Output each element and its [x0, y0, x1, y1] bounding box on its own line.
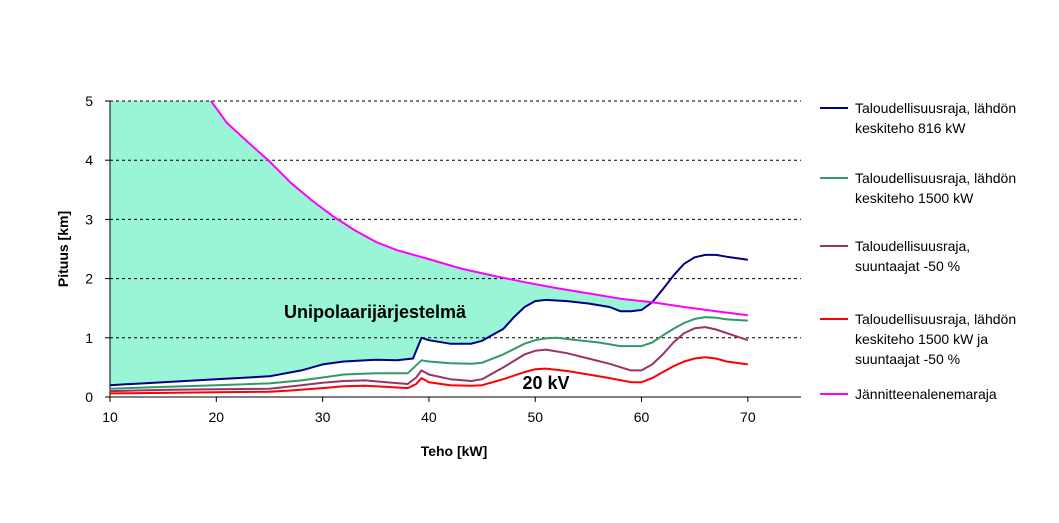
- legend-label-1: Taloudellisuusraja, lähdön: [855, 170, 1016, 186]
- annotation-unipolar-region: Unipolaarijärjestelmä: [284, 302, 467, 322]
- y-tick-label: 0: [85, 389, 93, 405]
- legend: Taloudellisuusraja, lähdön keskiteho 816 …: [820, 100, 1016, 402]
- legend-label-3: Taloudellisuusraja, lähdön: [855, 311, 1016, 327]
- x-tick-label: 20: [209, 409, 225, 425]
- unipolar-fill-area: [110, 101, 650, 386]
- x-tick-label: 40: [421, 409, 437, 425]
- series-line-2: [109, 326, 749, 393]
- legend-label-2: Taloudellisuusraja,: [855, 238, 970, 254]
- annotation-20kv: 20 kV: [522, 373, 569, 393]
- series-line-0: [109, 253, 748, 387]
- x-tick-label: 30: [315, 409, 331, 425]
- tick-labels: 10 20 30 40 50 60 70 0 1 2 3 4 5: [85, 93, 756, 425]
- legend-label-1: keskiteho 1500 kW: [855, 190, 974, 206]
- y-tick-label: 5: [85, 93, 93, 109]
- x-tick-label: 70: [740, 409, 756, 425]
- series-line-3: [109, 356, 748, 395]
- gridlines: [110, 100, 801, 339]
- series-line-1: [109, 316, 748, 390]
- series-line-4: [210, 100, 748, 317]
- y-tick-label: 1: [85, 330, 93, 346]
- x-axis-title: Teho [kW]: [421, 443, 488, 459]
- fill-area-layer: [110, 101, 650, 386]
- legend-label-0: Taloudellisuusraja, lähdön: [855, 100, 1016, 116]
- y-axis-title: Pituus [km]: [55, 211, 71, 287]
- legend-label-3: suuntaajat -50 %: [855, 351, 960, 367]
- x-tick-label: 60: [634, 409, 650, 425]
- axes: [105, 100, 801, 402]
- series-layer: [109, 100, 749, 395]
- legend-label-2: suuntaajat -50 %: [855, 258, 960, 274]
- y-tick-label: 4: [85, 152, 93, 168]
- y-tick-label: 3: [85, 211, 93, 227]
- x-tick-label: 50: [527, 409, 543, 425]
- y-tick-label: 2: [85, 271, 93, 287]
- legend-label-3: keskiteho 1500 kW ja: [855, 331, 988, 347]
- legend-label-0: keskiteho 816 kW: [855, 120, 966, 136]
- x-tick-label: 10: [102, 409, 118, 425]
- legend-label-4: Jännitteenalenemaraja: [855, 386, 997, 402]
